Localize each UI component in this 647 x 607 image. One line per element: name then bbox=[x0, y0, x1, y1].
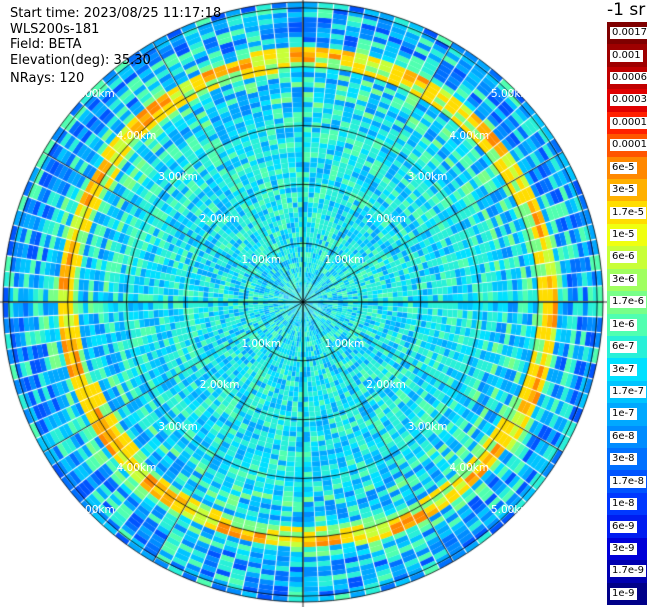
ring-label: 4.00km bbox=[449, 129, 490, 142]
colorbar-tick-label: 1e-9 bbox=[610, 587, 637, 600]
ring-label: 5.00km bbox=[490, 503, 531, 516]
ring-label: 5.00km bbox=[75, 88, 115, 101]
ring-label: 2.00km bbox=[366, 379, 406, 392]
colorbar-tick-label: 1e-7 bbox=[610, 408, 637, 421]
ring-label: 2.00km bbox=[199, 379, 240, 392]
colorbar-tick-label: 6e-7 bbox=[610, 341, 637, 354]
ring-label: 1.00km bbox=[324, 337, 365, 350]
colorbar-tick-label: 6e-8 bbox=[610, 430, 637, 443]
colorbar-tick-label: 0.0001 bbox=[610, 139, 647, 152]
colorbar-tick-label: 3e-6 bbox=[610, 273, 637, 286]
ring-label: 1.00km bbox=[241, 337, 282, 350]
colorbar-tick-label: 0.00017 bbox=[610, 116, 647, 129]
colorbar-tick-label: 1e-6 bbox=[610, 318, 637, 331]
colorbar-tick-label: 3e-9 bbox=[610, 542, 637, 555]
colorbar-tick-label: 1.7e-8 bbox=[610, 475, 647, 488]
colorbar-tick-label: 3e-8 bbox=[610, 453, 637, 466]
colorbar-tick-label: 1e-5 bbox=[610, 229, 637, 242]
colorbar-tick-label: 3e-5 bbox=[610, 184, 637, 197]
ring-label: 2.00km bbox=[366, 212, 406, 225]
ring-label: 4.00km bbox=[449, 462, 490, 475]
nrays-label: NRays: 120 bbox=[10, 71, 85, 86]
ring-label: 4.00km bbox=[116, 462, 157, 475]
field-label: Field: BETA bbox=[10, 37, 82, 52]
start-time-label: Start time: 2023/08/25 11:17:18 bbox=[10, 6, 222, 21]
colorbar-tick-label: 1.7e-9 bbox=[610, 565, 647, 578]
colorbar-tick-label: 1.7e-6 bbox=[610, 296, 647, 309]
colorbar-tick-label: 6e-6 bbox=[610, 251, 637, 264]
ring-label: 5.00km bbox=[75, 503, 115, 516]
colorbar-tick-label: 0.0017 bbox=[610, 27, 647, 40]
ppi-plot bbox=[0, 0, 607, 607]
ring-label: 5.00km bbox=[490, 88, 531, 101]
colorbar-tick-label: 0.001 bbox=[610, 49, 643, 62]
ring-label: 3.00km bbox=[407, 420, 448, 433]
colorbar-tick-label: 1e-8 bbox=[610, 498, 637, 511]
colorbar-tick-label: 6e-5 bbox=[610, 161, 637, 174]
ring-label: 4.00km bbox=[116, 129, 157, 142]
colorbar-tick-label: 0.0003 bbox=[610, 94, 647, 107]
ring-label: 1.00km bbox=[324, 254, 365, 267]
colorbar-tick-label: 1.7e-7 bbox=[610, 385, 647, 398]
colorbar-tick-label: 6e-9 bbox=[610, 520, 637, 533]
colorbar-tick-label: 3e-7 bbox=[610, 363, 637, 376]
ring-label: 3.00km bbox=[158, 171, 198, 184]
ring-label: 3.00km bbox=[407, 171, 448, 184]
colorbar-tick-label: 1.7e-5 bbox=[610, 206, 647, 219]
ring-label: 3.00km bbox=[158, 420, 198, 433]
colorbar-tick-label: 0.0006 bbox=[610, 72, 647, 85]
ring-label: 2.00km bbox=[199, 212, 240, 225]
instrument-label: WLS200s-181 bbox=[10, 22, 100, 37]
colorbar-unit: -1 sr bbox=[607, 0, 646, 20]
ring-label: 1.00km bbox=[241, 254, 282, 267]
elevation-label: Elevation(deg): 35.30 bbox=[10, 53, 151, 68]
